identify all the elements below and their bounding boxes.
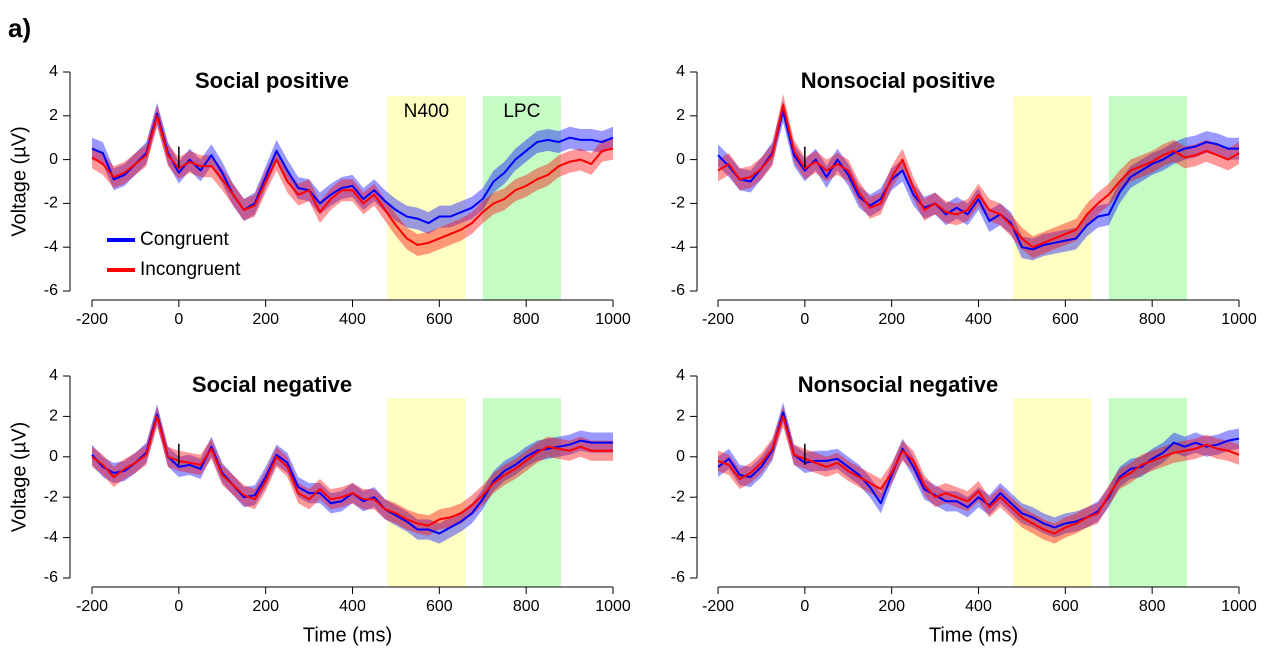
y-tick-label: -6 bbox=[671, 282, 685, 299]
x-tick-label: 0 bbox=[174, 311, 183, 328]
y-tick-label: -2 bbox=[44, 488, 58, 505]
legend-label: Incongruent bbox=[140, 259, 241, 280]
y-tick-label: -4 bbox=[671, 238, 685, 255]
y-tick-label: 2 bbox=[676, 107, 685, 124]
x-tick-label: 1000 bbox=[595, 598, 631, 615]
x-tick-label: -200 bbox=[76, 311, 108, 328]
y-tick-label: 2 bbox=[49, 107, 58, 124]
y-tick-label: -2 bbox=[671, 488, 685, 505]
y-tick-label: -2 bbox=[44, 195, 58, 212]
panel-title: Social negative bbox=[192, 372, 352, 397]
region-label: N400 bbox=[404, 101, 449, 122]
x-tick-label: 800 bbox=[513, 311, 540, 328]
y-tick-label: -4 bbox=[671, 529, 685, 546]
region bbox=[482, 398, 561, 587]
x-tick-label: 400 bbox=[965, 598, 992, 615]
line bbox=[717, 103, 1240, 249]
line bbox=[91, 114, 614, 247]
x-tick-label: 600 bbox=[426, 598, 453, 615]
error-band bbox=[92, 102, 613, 235]
y-tick-label: 4 bbox=[49, 367, 58, 384]
x-tick-label: 600 bbox=[426, 311, 453, 328]
region bbox=[1013, 96, 1092, 300]
panel-title: Nonsocial positive bbox=[801, 68, 995, 93]
x-tick-label: 400 bbox=[339, 311, 366, 328]
x-tick-label: 200 bbox=[252, 311, 279, 328]
x-tick-label: 200 bbox=[252, 598, 279, 615]
x-tick-label: 1000 bbox=[1221, 598, 1257, 615]
x-tick-label: 800 bbox=[513, 598, 540, 615]
y-tick-label: -6 bbox=[44, 282, 58, 299]
x-tick-label: 0 bbox=[174, 598, 183, 615]
line bbox=[91, 112, 614, 225]
y-tick-label: 4 bbox=[49, 63, 58, 80]
x-axis-label: Time (ms) bbox=[929, 624, 1018, 646]
y-tick-label: -4 bbox=[44, 238, 58, 255]
error-band bbox=[718, 93, 1239, 259]
x-tick-label: -200 bbox=[702, 598, 734, 615]
y-tick-label: -6 bbox=[671, 569, 685, 586]
y-tick-label: 4 bbox=[676, 367, 685, 384]
y-tick-label: 0 bbox=[676, 151, 685, 168]
y-tick-label: 0 bbox=[49, 151, 58, 168]
region-label: LPC bbox=[503, 101, 540, 122]
error-band bbox=[718, 100, 1239, 261]
region bbox=[387, 398, 466, 587]
legend-label: Congruent bbox=[140, 229, 229, 250]
x-tick-label: -200 bbox=[76, 598, 108, 615]
y-tick-label: -2 bbox=[671, 195, 685, 212]
region bbox=[1108, 398, 1187, 587]
y-axis-label: Voltage (µV) bbox=[8, 422, 30, 532]
x-tick-label: 800 bbox=[1139, 598, 1166, 615]
x-tick-label: 200 bbox=[878, 311, 905, 328]
x-axis-label: Time (ms) bbox=[303, 624, 392, 646]
region bbox=[387, 96, 466, 300]
y-tick-label: 2 bbox=[49, 408, 58, 425]
y-tick-label: -4 bbox=[44, 529, 58, 546]
y-tick-label: 0 bbox=[676, 448, 685, 465]
x-tick-label: 0 bbox=[800, 598, 809, 615]
x-tick-label: 600 bbox=[1052, 598, 1079, 615]
line bbox=[717, 110, 1239, 251]
x-tick-label: 1000 bbox=[595, 311, 631, 328]
y-axis-label: Voltage (µV) bbox=[8, 126, 30, 236]
region bbox=[1108, 96, 1187, 300]
y-tick-label: 0 bbox=[49, 448, 58, 465]
region bbox=[1013, 398, 1092, 587]
panel-title: Nonsocial negative bbox=[798, 372, 999, 397]
error-band bbox=[718, 406, 1239, 544]
region bbox=[482, 96, 561, 300]
error-band bbox=[92, 406, 613, 536]
x-tick-label: 200 bbox=[878, 598, 905, 615]
y-tick-label: 4 bbox=[676, 63, 685, 80]
error-band bbox=[92, 404, 613, 544]
panel-title: Social positive bbox=[195, 68, 349, 93]
x-tick-label: 0 bbox=[800, 311, 809, 328]
x-tick-label: 800 bbox=[1139, 311, 1166, 328]
figure-label: a) bbox=[8, 13, 31, 43]
error-band bbox=[718, 402, 1239, 538]
x-tick-label: 600 bbox=[1052, 311, 1079, 328]
x-tick-label: 400 bbox=[965, 311, 992, 328]
y-tick-label: -6 bbox=[44, 569, 58, 586]
x-tick-label: 400 bbox=[339, 598, 366, 615]
x-tick-label: 1000 bbox=[1221, 311, 1257, 328]
x-tick-label: -200 bbox=[702, 311, 734, 328]
error-band bbox=[92, 104, 613, 256]
y-tick-label: 2 bbox=[676, 408, 685, 425]
